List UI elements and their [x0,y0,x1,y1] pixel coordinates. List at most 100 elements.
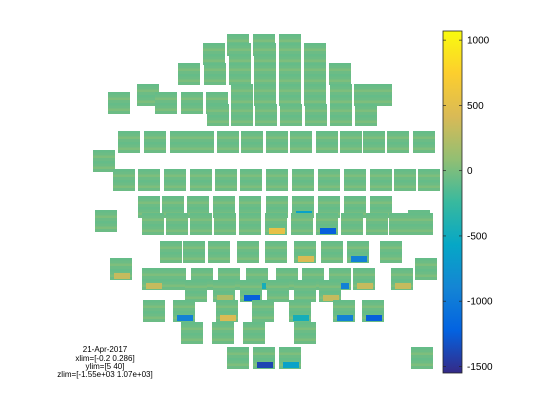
channel-tile [330,84,352,106]
channel-tile-band [208,246,230,249]
channel-tile-band [240,169,262,172]
channel-tile [347,241,369,263]
channel-tile [363,131,385,153]
channel-tile [190,213,212,235]
channel-tile-band [166,229,188,232]
channel-tile-band [292,201,314,204]
channel-tile-band [213,201,235,204]
channel-tile-band [387,147,409,150]
channel-tile-band [227,352,249,355]
channel-tile-band [178,63,200,66]
channel-tile-band [318,196,340,199]
channel-tile-band [108,97,130,100]
channel-tile-band [333,300,355,303]
channel-tile-band [212,338,234,341]
channel-tile-band [216,300,238,303]
channel-tile [294,322,316,344]
channel-tile-band [231,104,253,107]
channel-tile-band [362,300,384,303]
channel-tile-band [95,210,117,213]
channel-tile-band [144,147,166,150]
channel-tile-band [330,115,352,118]
channel-tile-band [190,229,212,232]
channel-tile-band [142,279,164,282]
info-line: xlim=[-0.2 0.286] [75,354,134,363]
channel-tile-band [279,34,301,37]
channel-tile-band [279,95,301,98]
channel-tile-band [212,322,234,325]
channel-tile-band [240,185,262,188]
channel-tile-band [292,207,314,210]
channel-tile-band [265,252,287,255]
channel-tile [229,63,251,85]
channel-tile-band [279,59,301,62]
channel-tile-band [208,252,230,255]
channel-tile-band [142,224,164,227]
channel-tile-band [344,201,366,204]
channel-tile [329,63,351,85]
channel-tile-band [347,246,369,249]
channel-tile-band [344,180,366,183]
channel-tile-hotspot [357,283,373,289]
channel-tile-band [292,174,314,177]
channel-tile-band [413,136,435,139]
channel-tile-band [229,54,251,57]
channel-tile-band [143,311,165,314]
channel-tile-band [204,63,226,66]
channel-tile-band [318,169,340,172]
channel-tile-band [253,347,275,350]
channel-tile-band [355,115,377,118]
channel-tile-band [239,229,261,232]
channel-tile-band [160,252,182,255]
channel-tile-band [267,296,289,299]
channel-tile [178,63,200,85]
channel-tile-band [387,136,409,139]
channel-tile-band [253,34,275,37]
channel-tile-band [142,229,164,232]
channel-tile-band [289,300,311,303]
channel-tile-band [183,257,205,260]
channel-tile-band [215,185,237,188]
channel-tile-band [239,207,261,210]
channel-tile-band [291,229,313,232]
channel-tile-band [370,169,392,172]
channel-tile-band [302,268,324,271]
channel-tile-band [321,241,343,244]
channel-tile-band [266,136,288,139]
channel-tile-band [231,100,253,103]
channel-tile [254,63,276,85]
channel-tile-band [138,185,160,188]
channel-tile [265,213,287,235]
channel-tile-band [340,131,362,134]
channel-tile-band [267,285,289,288]
channel-tile-band [246,273,268,276]
channel-tile-band [187,207,209,210]
colorbar-tick-label: 0 [467,166,473,177]
channel-tile-band [305,120,327,123]
channel-tile-band [319,291,341,294]
channel-tile-band [411,347,433,350]
channel-tile-band [190,180,212,183]
channel-tile-band [280,120,302,123]
channel-tile-band [118,142,140,145]
channel-tile [415,258,437,280]
channel-tile-band [142,268,164,271]
channel-tile-hotspot [269,228,285,234]
channel-tile-band [227,34,249,37]
channel-tile-band [95,215,117,218]
channel-tile-band [353,268,375,271]
channel-tile-band [164,185,186,188]
channel-tile-band [243,338,265,341]
channel-tile-band [380,241,402,244]
channel-tile-band [294,291,316,294]
channel-tile-band [362,305,384,308]
channel-tile [316,213,338,235]
channel-tile-band [214,218,236,221]
channel-tile [321,241,343,263]
channel-tile [231,104,253,126]
channel-tile-band [207,104,229,107]
channel-tile-band [108,108,130,111]
channel-tile [294,280,316,302]
channel-tile-band [330,120,352,123]
channel-tile [212,322,234,344]
